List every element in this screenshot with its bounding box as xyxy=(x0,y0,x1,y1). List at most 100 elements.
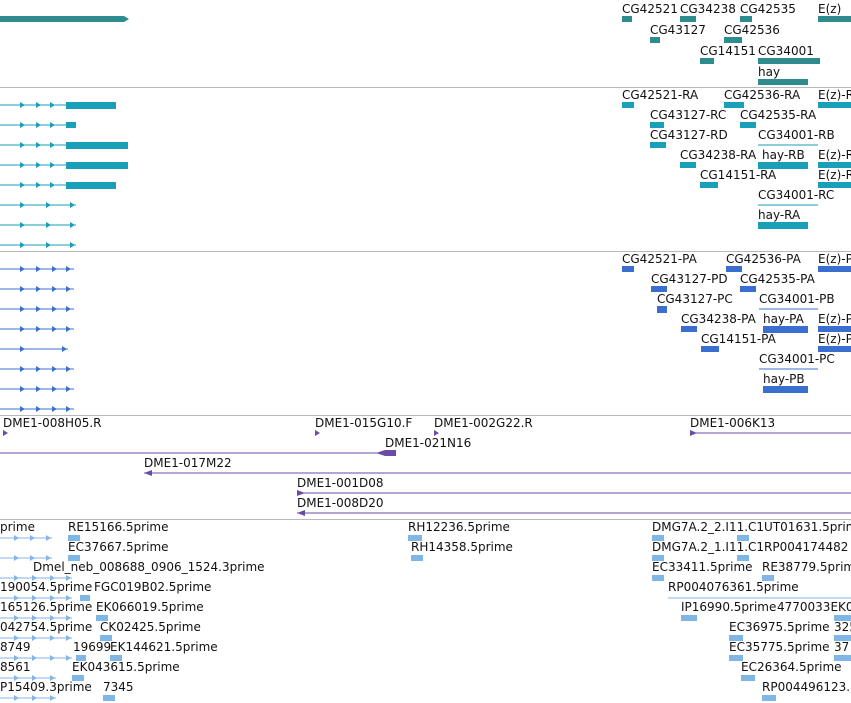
protein-label[interactable]: CG43127-PC xyxy=(657,292,733,306)
est-track: prime RE15166.5prime RH12236.5prime DMG7… xyxy=(0,520,851,703)
est-label[interactable]: RP004076361.5prime xyxy=(668,580,799,594)
protein-label[interactable]: CG14151-PA xyxy=(701,332,776,346)
transcript-label[interactable]: CG42535-RA xyxy=(740,108,817,122)
est-label[interactable]: P15409.3prime xyxy=(0,680,92,694)
gene-glyph[interactable] xyxy=(680,16,696,22)
est-label[interactable]: EK144621.5prime xyxy=(110,640,218,654)
transcript-label[interactable]: E(z)-R xyxy=(818,88,851,102)
est-label[interactable]: DMG7A.2_2.I11.C1UT01631.5prime xyxy=(652,520,851,534)
est-label[interactable]: 325 xyxy=(834,620,851,634)
est-label[interactable]: FGC019B02.5prime xyxy=(94,580,212,594)
transcript-label[interactable]: hay-RB xyxy=(762,148,805,162)
est-label[interactable]: DMG7A.2_1.I11.C1RP004174482 xyxy=(652,540,849,554)
protein-label[interactable]: hay-PB xyxy=(763,372,805,386)
est-label[interactable]: 8561 xyxy=(0,660,31,674)
transcript-label[interactable]: CG42521-RA xyxy=(622,88,699,102)
est-label[interactable]: EC36975.5prime xyxy=(729,620,830,634)
est-label[interactable]: EC37667.5prime xyxy=(68,540,169,554)
clone-label[interactable]: DME1-002G22.R xyxy=(434,416,533,430)
est-label[interactable]: CK02425.5prime xyxy=(100,620,201,634)
est-label[interactable]: IP16990.5prime xyxy=(681,600,777,614)
clone-label[interactable]: DME1-008D20 xyxy=(297,496,384,510)
protein-label[interactable]: CG34238-PA xyxy=(681,312,756,326)
protein-label[interactable]: CG34001-PB xyxy=(759,292,835,306)
gene-track: CG42521 CG34238 CG42535 E(z) CG43127 CG4… xyxy=(0,0,851,87)
est-label[interactable]: 8749 xyxy=(0,640,31,654)
gene-label[interactable]: CG43127 xyxy=(650,23,706,37)
est-track-glyphs xyxy=(0,535,851,701)
gene-glyph[interactable] xyxy=(650,37,660,43)
clone-track-glyphs xyxy=(0,430,851,516)
est-label[interactable]: RH14358.5prime xyxy=(411,540,513,554)
protein-label[interactable]: CG34001-PC xyxy=(759,352,835,366)
track-divider xyxy=(0,87,851,88)
gene-label[interactable]: CG42521 xyxy=(622,2,678,16)
track-divider xyxy=(0,415,851,416)
protein-label[interactable]: hay-PA xyxy=(763,312,804,326)
transcript-track: CG42521-RA CG42536-RA E(z)-R CG43127-RC … xyxy=(0,88,851,251)
est-label[interactable]: RE15166.5prime xyxy=(68,520,169,534)
protein-label[interactable]: E(z)-P xyxy=(818,312,851,326)
transcript-label[interactable]: hay-RA xyxy=(758,208,801,222)
transcript-label[interactable]: E(z)-R xyxy=(818,168,851,182)
est-label[interactable]: 37 xyxy=(834,640,850,654)
gene-label[interactable]: E(z) xyxy=(818,2,842,16)
protein-label[interactable]: E(z)-P xyxy=(818,252,851,266)
est-label[interactable]: 042754.5prime xyxy=(0,620,93,634)
protein-label[interactable]: CG42536-PA xyxy=(726,252,801,266)
est-label[interactable]: EC33411.5prime xyxy=(652,560,753,574)
gene-label[interactable]: CG34238 xyxy=(680,2,736,16)
est-label[interactable]: Dmel_neb_008688_0906_1524.3prime xyxy=(33,560,265,574)
gene-glyph[interactable] xyxy=(700,58,714,64)
protein-track: CG42521-PA CG42536-PA E(z)-P CG43127-PD … xyxy=(0,252,851,415)
gene-glyph[interactable] xyxy=(622,16,632,22)
gene-glyph[interactable] xyxy=(740,16,752,22)
clone-label[interactable]: DME1-021N16 xyxy=(385,436,472,450)
transcript-track-glyphs xyxy=(0,102,851,248)
transcript-label[interactable]: E(z)-R xyxy=(818,148,851,162)
gene-glyph[interactable] xyxy=(0,16,124,22)
clone-label[interactable]: DME1-008H05.R xyxy=(3,416,102,430)
est-label[interactable]: RP004496123. xyxy=(762,680,851,694)
protein-label[interactable]: CG42535-PA xyxy=(740,272,815,286)
est-label[interactable]: 7345 xyxy=(103,680,134,694)
gene-glyph[interactable] xyxy=(818,16,851,22)
protein-label[interactable]: CG43127-PD xyxy=(651,272,728,286)
track-divider xyxy=(0,519,851,520)
transcript-label[interactable]: CG14151-RA xyxy=(700,168,777,182)
gene-label[interactable]: CG34001 xyxy=(758,44,814,58)
est-label[interactable]: 190054.5prime xyxy=(0,580,93,594)
clone-label[interactable]: DME1-001D08 xyxy=(297,476,384,490)
est-label[interactable]: RH12236.5prime xyxy=(408,520,510,534)
transcript-label[interactable]: CG34238-RA xyxy=(680,148,757,162)
track-divider xyxy=(0,251,851,252)
clone-label[interactable]: DME1-017M22 xyxy=(144,456,232,470)
est-label[interactable]: EC35775.5prime xyxy=(729,640,830,654)
est-label[interactable]: EK066019.5prime xyxy=(96,600,204,614)
transcript-label[interactable]: CG43127-RC xyxy=(650,108,727,122)
gene-label[interactable]: CG42536 xyxy=(724,23,780,37)
transcript-label[interactable]: CG43127-RD xyxy=(650,128,728,142)
protein-label[interactable]: CG42521-PA xyxy=(622,252,697,266)
protein-label[interactable]: E(z)-P xyxy=(818,332,851,346)
est-label[interactable]: 165126.5prime xyxy=(0,600,93,614)
est-label[interactable]: RE38779.5prime xyxy=(762,560,851,574)
gene-glyph[interactable] xyxy=(758,58,820,64)
est-label[interactable]: EC26364.5prime xyxy=(741,660,842,674)
gene-track-glyphs xyxy=(0,16,851,85)
est-label[interactable]: EK043615.5prime xyxy=(72,660,180,674)
transcript-label[interactable]: CG34001-RC xyxy=(758,188,835,202)
gene-label[interactable]: CG42535 xyxy=(740,2,796,16)
est-label[interactable]: prime xyxy=(0,520,35,534)
transcript-label[interactable]: CG42536-RA xyxy=(724,88,801,102)
transcript-label[interactable]: CG34001-RB xyxy=(758,128,835,142)
est-label[interactable]: 4770033EK0 xyxy=(777,600,851,614)
gene-label[interactable]: hay xyxy=(758,65,781,79)
clone-label[interactable]: DME1-006K13 xyxy=(690,416,776,430)
est-label[interactable]: 19699 xyxy=(73,640,112,654)
gene-glyph[interactable] xyxy=(724,37,742,43)
gene-label[interactable]: CG14151 xyxy=(700,44,756,58)
clone-label[interactable]: DME1-015G10.F xyxy=(315,416,413,430)
gene-glyph[interactable] xyxy=(758,79,808,85)
